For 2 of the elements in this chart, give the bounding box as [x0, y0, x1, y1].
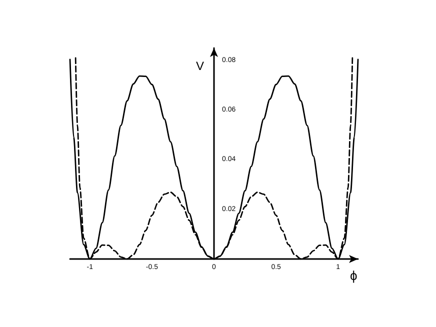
x-axis-title: ϕ	[350, 268, 358, 283]
y-axis-title: V	[196, 59, 204, 73]
